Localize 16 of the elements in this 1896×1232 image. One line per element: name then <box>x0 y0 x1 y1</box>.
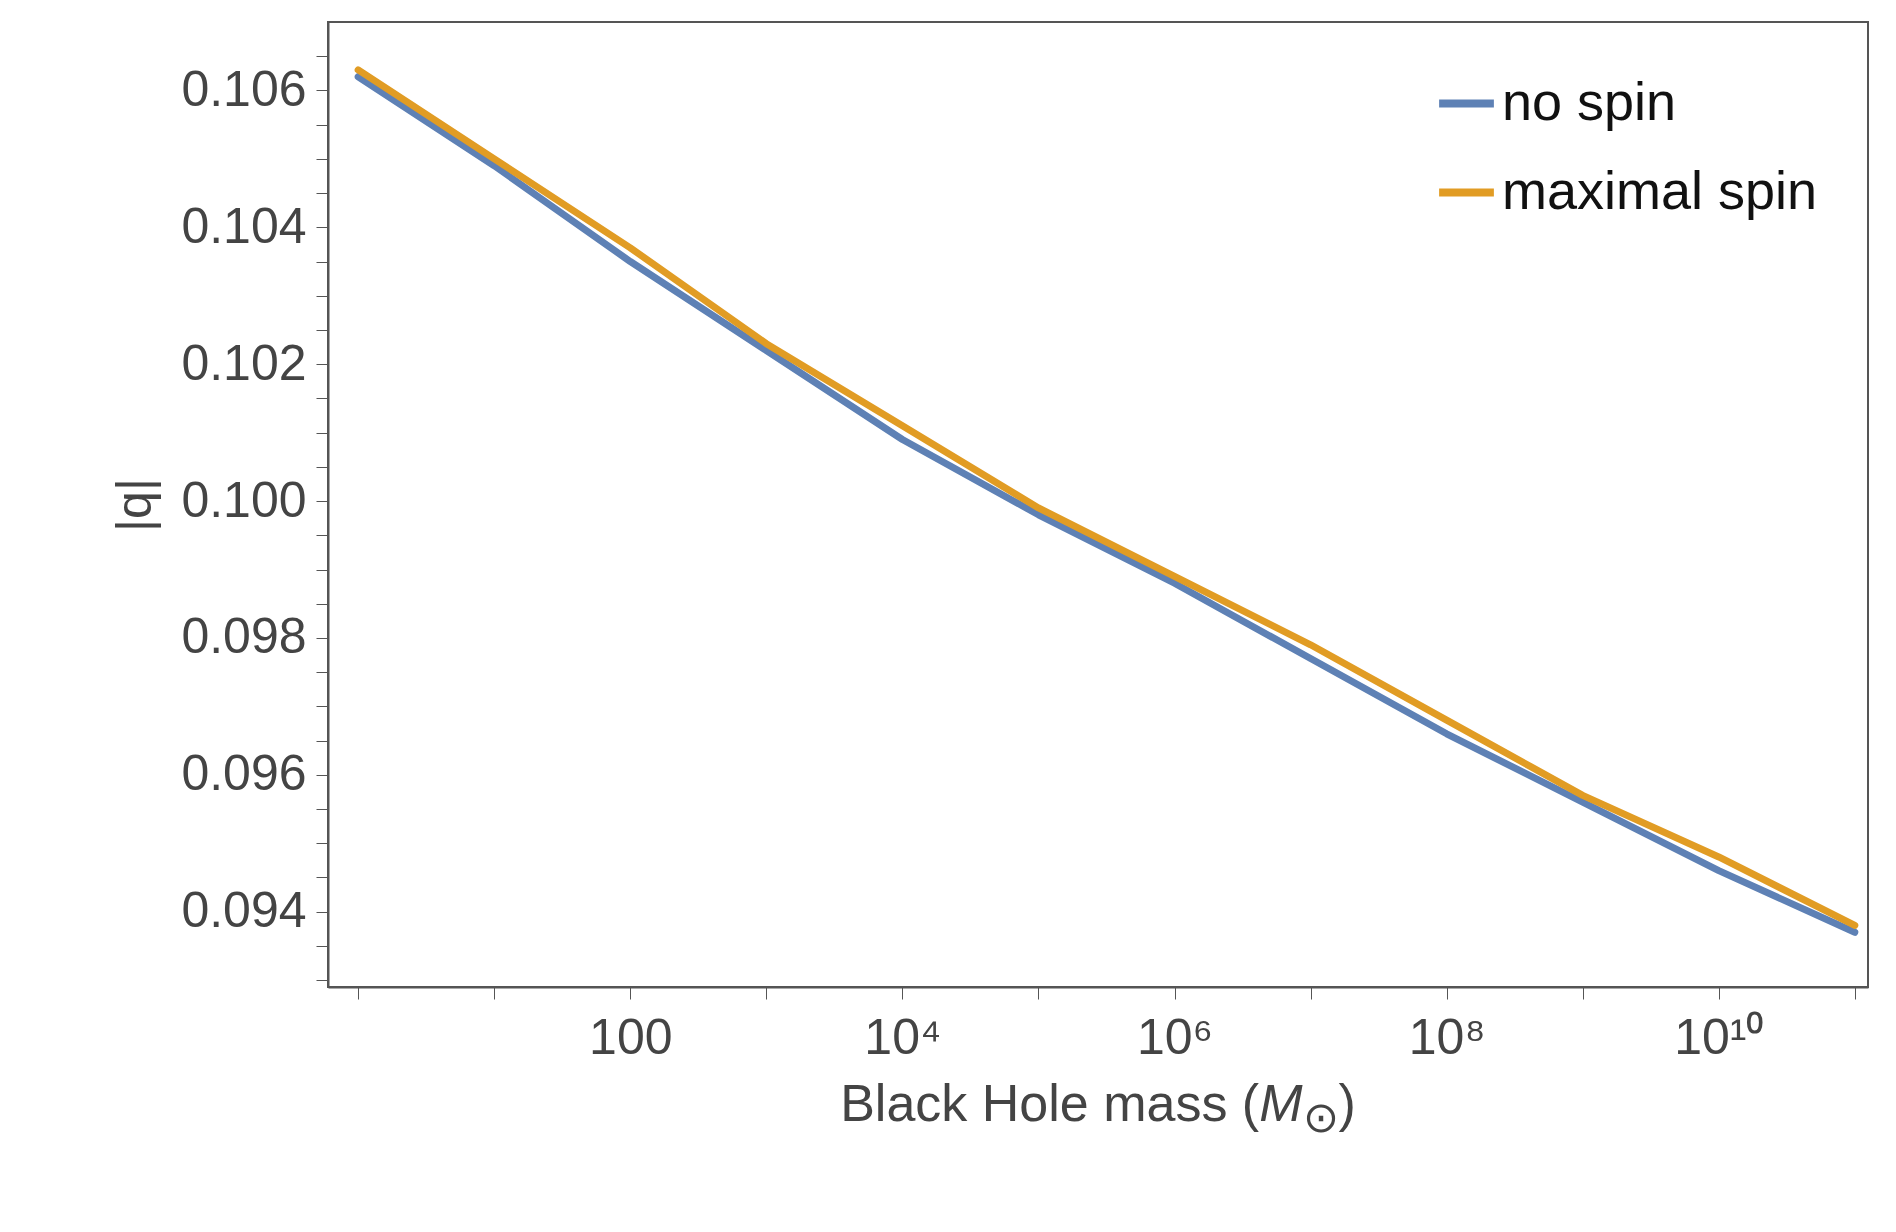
legend-label: no spin <box>1502 70 1677 131</box>
y-tick-label: 0.096 <box>181 745 307 802</box>
x-tick-label: 10⁸ <box>1408 1008 1486 1065</box>
y-tick-label: 0.104 <box>181 197 307 254</box>
x-axis-title: Black Hole mass (M$_{⊙}$) <box>839 1073 1357 1143</box>
legend-label: maximal spin <box>1502 159 1818 220</box>
x-tick-label: 10⁶ <box>1136 1008 1214 1065</box>
y-tick-label: 0.094 <box>181 882 307 939</box>
x-tick-label: 10⁴ <box>864 1008 942 1065</box>
y-tick-label: 0.098 <box>181 608 307 665</box>
y-tick-label: 0.102 <box>181 334 307 391</box>
x-tick-label: 100 <box>589 1008 673 1065</box>
x-tick-label: 10¹⁰ <box>1674 1008 1765 1065</box>
y-axis-title: |q| <box>106 478 163 532</box>
y-tick-label: 0.106 <box>181 60 307 117</box>
y-tick-label: 0.100 <box>181 471 307 528</box>
